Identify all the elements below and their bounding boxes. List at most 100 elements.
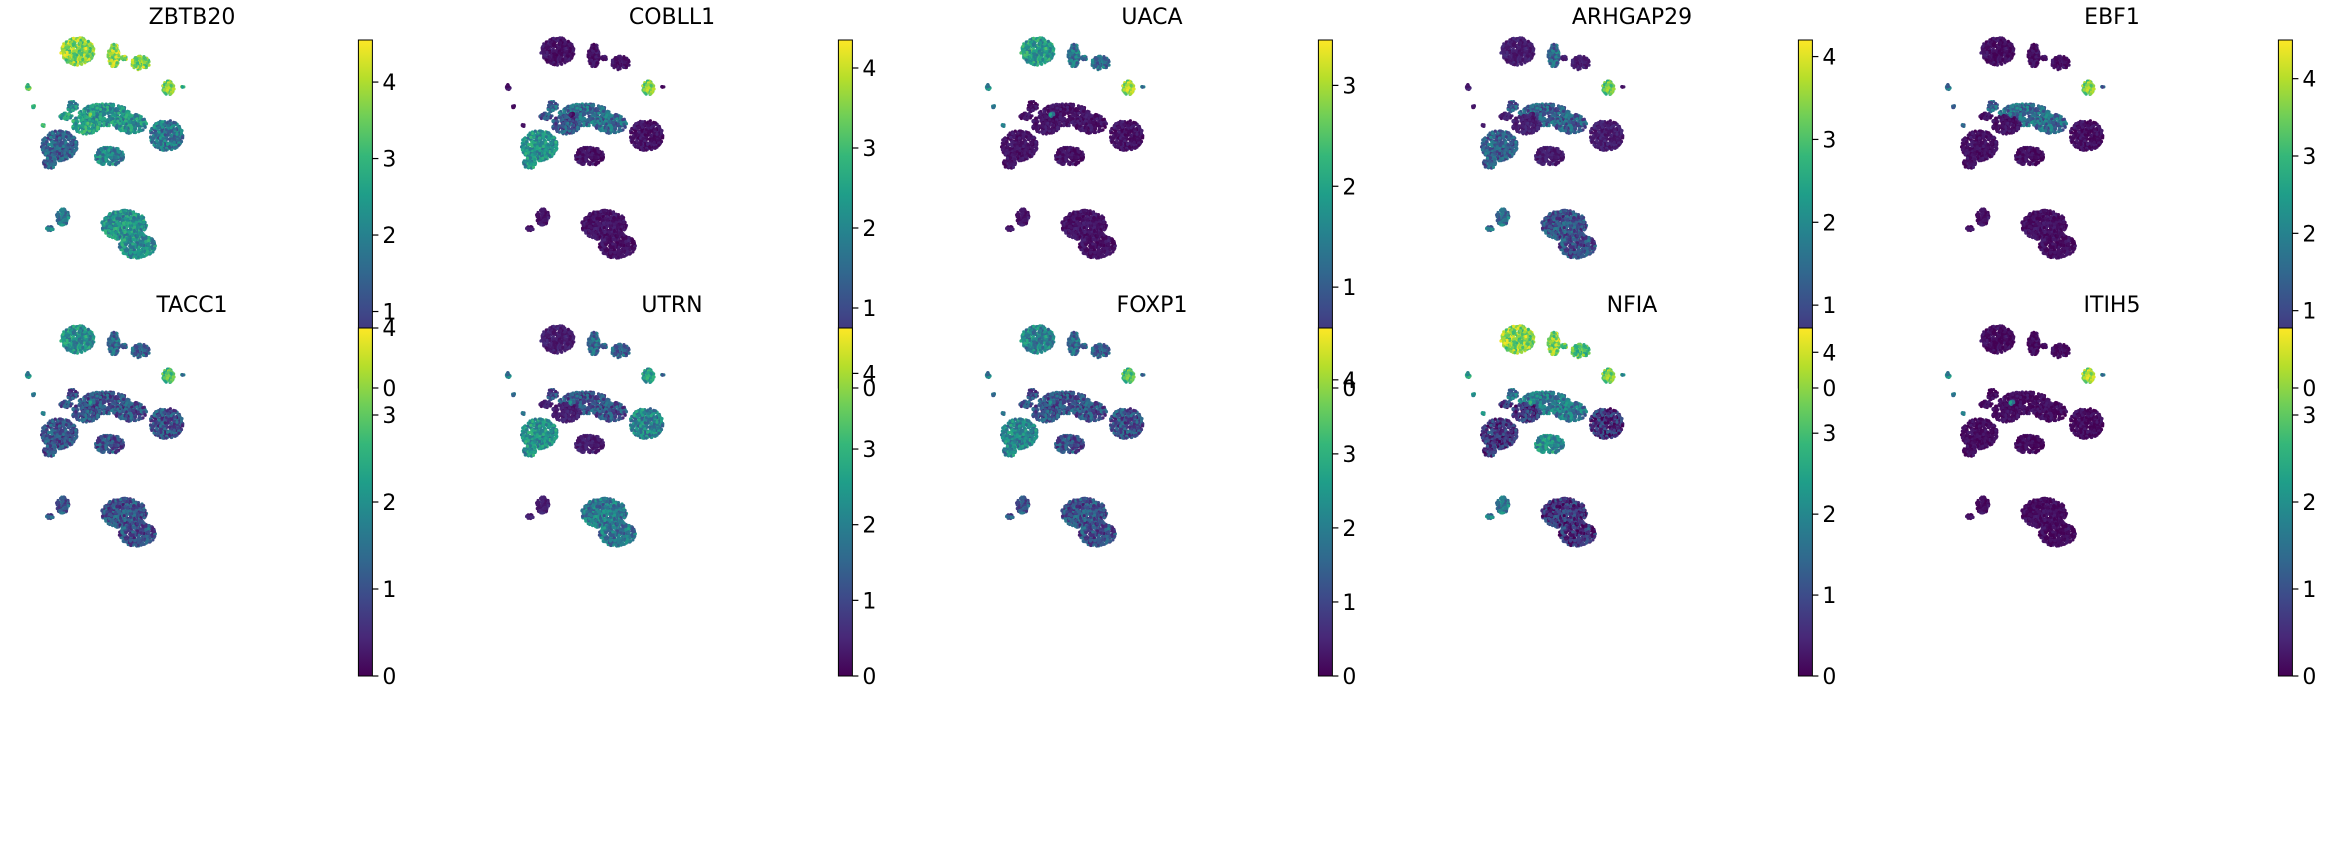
scatter-point-1148: [116, 107, 120, 111]
scatter-point-3826: [136, 241, 140, 245]
scatter-point-608: [611, 61, 615, 65]
scatter-point-2533: [42, 142, 46, 146]
scatter-point-267: [75, 53, 79, 57]
scatter-point-1620: [74, 116, 78, 120]
scatter-point-2551: [74, 140, 78, 144]
scatter-point-2952: [61, 211, 65, 215]
scatter-point-2960: [57, 217, 61, 221]
scatter-point-377: [73, 63, 77, 67]
scatter-point-633: [615, 57, 619, 62]
scatter-point-1390: [130, 125, 134, 129]
scatter-point-1385: [128, 119, 132, 124]
scatter-point-331: [570, 55, 574, 60]
scatter-point-741: [162, 88, 166, 92]
scatter-point-2520: [73, 148, 77, 153]
scatter-point-1391: [116, 119, 120, 123]
scatter-point-379: [69, 61, 73, 65]
scatter-point-2821: [114, 152, 118, 156]
scatter-point-2526: [41, 145, 46, 150]
scatter-point-3888: [128, 250, 133, 254]
colorbar-tick-label: 2: [382, 224, 396, 249]
scatter-point-2534: [48, 147, 52, 151]
scatter-point-348: [544, 58, 548, 62]
scatter-point-1161: [122, 109, 126, 114]
scatter-point-1101: [107, 111, 111, 115]
scatter-point-3540: [114, 234, 118, 238]
scatter-point-1132: [105, 105, 110, 109]
scatter-point-3490: [131, 210, 135, 215]
scatter-point-287: [553, 57, 558, 61]
scatter-point-370: [545, 50, 549, 55]
scatter-point-3545: [140, 225, 144, 229]
scatter-point-3869: [141, 253, 145, 257]
scatter-point-3877: [145, 249, 150, 254]
scatter-point-3429: [114, 231, 118, 235]
scatter-point-307: [70, 58, 75, 62]
scatter-point-2596: [46, 156, 50, 160]
scatter-point-2627: [51, 165, 56, 170]
scatter-point-334: [64, 46, 68, 50]
scatter-point-740: [649, 92, 653, 96]
scatter-point-2811: [98, 154, 102, 159]
scatter-point-2955: [57, 212, 61, 217]
scatter-point-2849: [114, 155, 118, 160]
scatter-point-2517: [49, 135, 53, 139]
scatter-point-376: [551, 42, 555, 46]
scatter-point-325: [554, 48, 558, 53]
scatter-point-2836: [112, 148, 116, 152]
scatter-point-356: [68, 50, 72, 55]
scatter-point-2539: [57, 136, 62, 140]
panel-title: COBLL1: [629, 5, 715, 30]
scatter-point-1397: [128, 113, 132, 117]
scatter-point-3824: [134, 255, 138, 260]
scatter-point-518: [112, 46, 116, 51]
scatter-point-3461: [114, 213, 118, 218]
scatter-point-511: [110, 58, 114, 62]
scatter-point-2839: [96, 148, 101, 152]
scatter-point-2107: [154, 133, 158, 137]
scatter-point-635: [142, 55, 146, 59]
scatter-point-379: [549, 61, 553, 65]
scatter-point-2832: [119, 156, 123, 161]
scatter-point-3873: [130, 233, 134, 238]
scatter-point-1639: [81, 117, 85, 122]
scatter-point-2536: [51, 140, 55, 145]
scatter-point-3525: [122, 226, 126, 230]
scatter-point-1961: [180, 139, 184, 144]
scatter-point-334: [544, 46, 548, 50]
scatter-point-376: [71, 42, 75, 46]
scatter-point-636: [623, 60, 627, 65]
scatter-point-359: [91, 45, 95, 49]
scatter-point-373: [86, 39, 90, 44]
scatter-point-1404: [141, 118, 145, 122]
scatter-point-2844: [101, 157, 105, 161]
scatter-point-3491: [116, 210, 120, 214]
scatter-points: [24, 36, 186, 260]
scatter-point-1151: [112, 103, 116, 108]
scatter-point-3400: [128, 224, 132, 228]
scatter-point-3412: [128, 227, 133, 231]
scatter-point-1640: [87, 126, 91, 131]
scatter-point-3864: [122, 238, 127, 242]
scatter-point-2059: [159, 145, 163, 150]
scatter-point-1633: [91, 130, 96, 134]
scatter-point-3914: [25, 85, 30, 89]
scatter-point-630: [138, 56, 142, 60]
scatter-point-3542: [108, 221, 113, 225]
scatter-point-345: [563, 42, 567, 46]
scatter-point-733: [643, 91, 647, 95]
scatter-point-2060: [172, 141, 176, 145]
scatter-point-247: [80, 47, 84, 52]
scatter-point-2106: [156, 143, 161, 148]
scatter-point-1043: [113, 114, 117, 118]
scatter-point-315: [68, 56, 72, 60]
scatter-point-1618: [71, 119, 75, 123]
scatter-point-299: [75, 63, 80, 67]
scatter-point-2828: [102, 162, 106, 166]
scatter-point-633: [135, 57, 139, 62]
scatter-point-1980: [149, 135, 153, 139]
scatter-point-1628: [74, 126, 79, 130]
scatter-point-373: [566, 39, 570, 44]
scatter-point-2953: [66, 216, 71, 220]
scatter-point-372: [561, 57, 565, 62]
